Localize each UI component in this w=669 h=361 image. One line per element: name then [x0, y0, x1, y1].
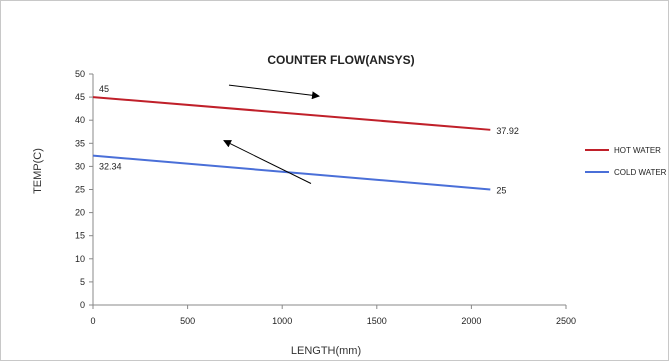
flow-arrow-hot — [228, 84, 320, 100]
data-label: 37.92 — [496, 126, 519, 136]
y-tick-label: 50 — [75, 69, 85, 79]
legend-label: HOT WATER — [614, 146, 661, 155]
y-tick-label: 45 — [75, 92, 85, 102]
y-tick-label: 20 — [75, 208, 85, 218]
y-tick-label: 10 — [75, 254, 85, 264]
x-tick-label: 2500 — [556, 316, 576, 326]
legend-label: COLD WATER — [614, 168, 667, 177]
series-line-hot-water — [92, 96, 491, 131]
y-tick-label: 15 — [75, 231, 85, 241]
y-tick-label: 0 — [80, 300, 85, 310]
data-label: 25 — [496, 186, 506, 196]
x-tick-label: 1000 — [272, 316, 292, 326]
x-tick-label: 500 — [180, 316, 195, 326]
x-tick-label: 1500 — [367, 316, 387, 326]
legend: HOT WATER COLD WATER — [585, 146, 667, 177]
y-tick-label: 40 — [75, 115, 85, 125]
flow-arrow-cold — [223, 140, 312, 184]
series-layer: 45 37.92 32.34 25 — [92, 84, 519, 196]
x-axis-title: LENGTH(mm) — [291, 345, 361, 357]
chart-title: COUNTER FLOW(ANSYS) — [267, 53, 414, 67]
series-line-cold-water — [92, 154, 491, 191]
x-tick-label: 2000 — [461, 316, 481, 326]
x-tick-label: 0 — [90, 316, 95, 326]
y-tick-label: 25 — [75, 185, 85, 195]
annotation-layer — [223, 84, 320, 184]
data-label: 32.34 — [99, 162, 122, 172]
y-tick-label: 5 — [80, 277, 85, 287]
data-label: 45 — [99, 84, 109, 94]
y-tick-label: 35 — [75, 138, 85, 148]
y-tick-label: 30 — [75, 161, 85, 171]
y-axis-title: TEMP(C) — [32, 148, 44, 194]
